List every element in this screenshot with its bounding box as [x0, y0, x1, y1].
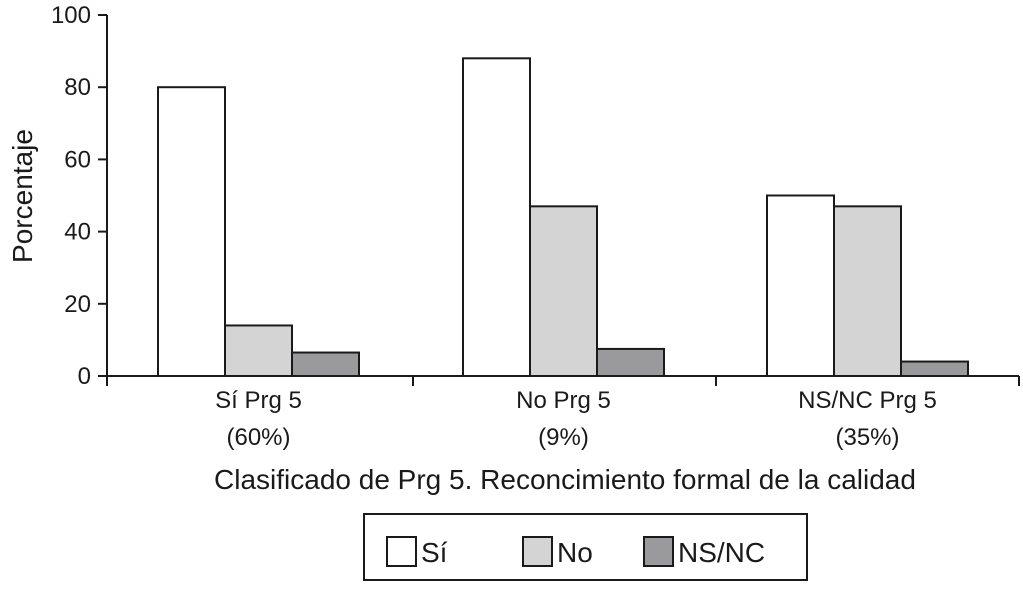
category-label: Sí Prg 5 — [215, 387, 302, 414]
bars — [157, 57, 969, 378]
legend-swatch — [522, 536, 553, 567]
y-axis: 0 20 40 60 80 100 — [51, 2, 108, 390]
legend-box — [363, 513, 808, 581]
bar — [596, 347, 665, 377]
bar — [291, 351, 360, 378]
bar — [900, 360, 969, 377]
legend-label: NS/NC — [678, 537, 765, 568]
x-axis-title: Clasificado de Prg 5. Reconcimiento form… — [214, 464, 916, 495]
y-axis-title: Porcentaje — [7, 129, 38, 263]
y-tick-label: 0 — [78, 363, 91, 390]
x-axis: Sí Prg 5 (60%) No Prg 5 (9%) NS/NC Prg 5 (35%… — [106, 375, 1020, 451]
category-sublabel: (9%) — [538, 424, 589, 451]
y-tick-label: 80 — [64, 74, 91, 101]
bar — [462, 57, 531, 377]
legend-label: Sí — [421, 537, 448, 568]
legend-swatch — [386, 536, 417, 567]
legend: Sí No NS/NC — [363, 513, 808, 581]
category-label: No Prg 5 — [516, 387, 611, 414]
bar — [833, 205, 902, 377]
bar — [224, 324, 293, 377]
category-label: NS/NC Prg 5 — [798, 387, 937, 414]
y-tick-label: 40 — [64, 219, 91, 246]
bar — [529, 205, 598, 377]
legend-label: No — [557, 537, 593, 568]
legend-swatch — [643, 536, 674, 567]
bar — [157, 86, 226, 377]
category-sublabel: (35%) — [835, 424, 899, 451]
bar — [766, 194, 835, 377]
y-tick-label: 60 — [64, 146, 91, 173]
y-tick-label: 100 — [51, 2, 91, 29]
category-sublabel: (60%) — [226, 424, 290, 451]
y-tick-label: 20 — [64, 291, 91, 318]
